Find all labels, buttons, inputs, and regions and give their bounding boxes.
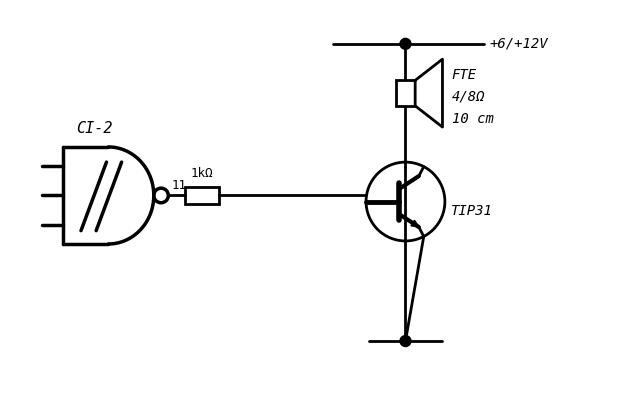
Text: TIP31: TIP31 — [451, 204, 493, 218]
Text: +6/+12V: +6/+12V — [489, 37, 548, 51]
Text: 11: 11 — [171, 179, 186, 193]
Bar — [186, 187, 219, 204]
Text: FTE: FTE — [452, 68, 477, 82]
Text: CI-2: CI-2 — [76, 121, 113, 136]
Bar — [396, 80, 415, 106]
Circle shape — [400, 335, 411, 347]
Circle shape — [400, 39, 411, 49]
Text: 10 cm: 10 cm — [452, 112, 493, 125]
Text: 4/8Ω: 4/8Ω — [452, 89, 485, 103]
Text: 1kΩ: 1kΩ — [191, 167, 213, 180]
Polygon shape — [415, 59, 442, 127]
Polygon shape — [411, 220, 419, 227]
